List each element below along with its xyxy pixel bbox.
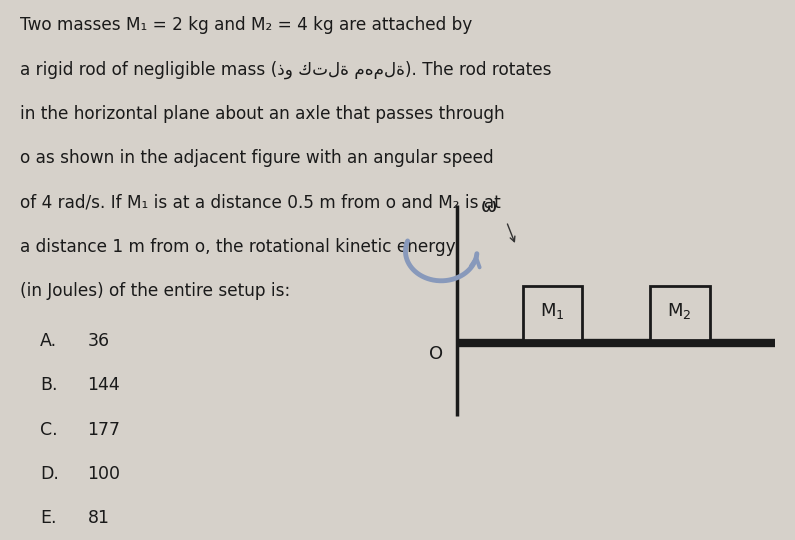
- Text: C.: C.: [40, 421, 57, 438]
- Bar: [650, 286, 709, 340]
- Text: D.: D.: [40, 465, 59, 483]
- Text: A.: A.: [40, 332, 57, 350]
- Text: 36: 36: [87, 332, 110, 350]
- Text: in the horizontal plane about an axle that passes through: in the horizontal plane about an axle th…: [20, 105, 505, 123]
- Text: B.: B.: [40, 376, 57, 394]
- Text: M$_1$: M$_1$: [541, 301, 564, 321]
- Bar: [523, 286, 582, 340]
- Text: ω: ω: [481, 197, 498, 216]
- Text: 177: 177: [87, 421, 121, 438]
- Text: a distance 1 m from o, the rotational kinetic energy: a distance 1 m from o, the rotational ki…: [20, 238, 456, 255]
- Text: 81: 81: [87, 509, 110, 527]
- Text: 144: 144: [87, 376, 120, 394]
- Text: O: O: [429, 345, 444, 363]
- Text: M$_2$: M$_2$: [668, 301, 692, 321]
- Text: a rigid rod of negligible mass (ذو كتلة مهملة). The rod rotates: a rigid rod of negligible mass (ذو كتلة …: [20, 60, 552, 79]
- Text: (in Joules) of the entire setup is:: (in Joules) of the entire setup is:: [20, 282, 290, 300]
- Text: of 4 rad/s. If M₁ is at a distance 0.5 m from o and M₂ is at: of 4 rad/s. If M₁ is at a distance 0.5 m…: [20, 193, 501, 211]
- Text: o as shown in the adjacent figure with an angular speed: o as shown in the adjacent figure with a…: [20, 149, 494, 167]
- Text: Two masses M₁ = 2 kg and M₂ = 4 kg are attached by: Two masses M₁ = 2 kg and M₂ = 4 kg are a…: [20, 16, 472, 34]
- Text: 100: 100: [87, 465, 121, 483]
- Text: E.: E.: [40, 509, 56, 527]
